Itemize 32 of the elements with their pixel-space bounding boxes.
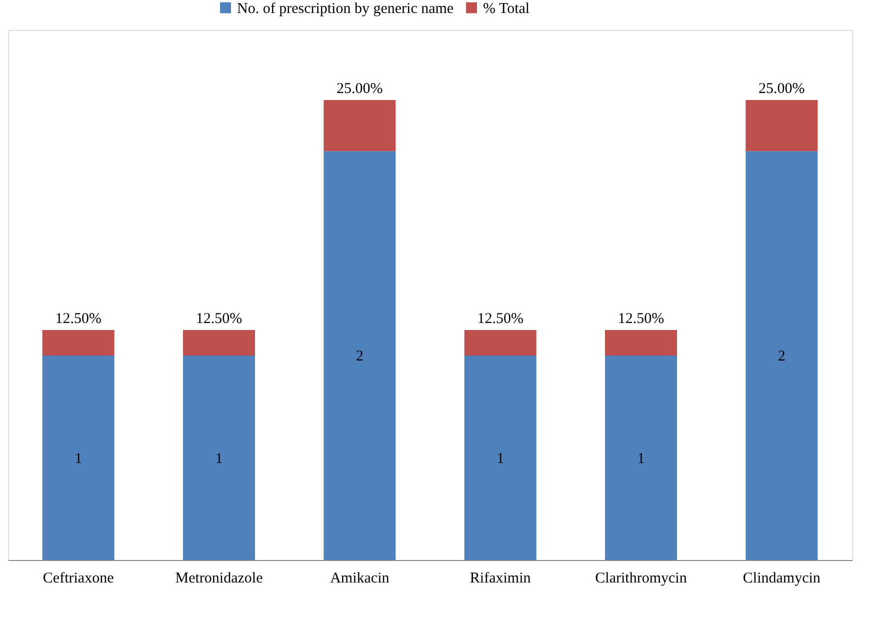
x-tick-label: Metronidazole — [175, 570, 264, 586]
data-label: 1 — [496, 450, 504, 467]
data-label: 1 — [215, 450, 223, 467]
bar — [464, 330, 536, 356]
legend-label: No. of prescription by generic name — [237, 0, 454, 17]
data-label: 1 — [637, 450, 645, 467]
data-label: 12.50% — [196, 311, 242, 327]
bar — [746, 100, 818, 152]
data-label: 25.00% — [336, 81, 383, 97]
bar — [324, 100, 396, 152]
bar — [605, 356, 677, 560]
bar — [42, 330, 114, 356]
bar — [42, 356, 114, 560]
legend-label: % Total — [483, 0, 530, 17]
bar — [324, 151, 396, 560]
x-tick-label: Amikacin — [330, 570, 390, 586]
data-label: 12.50% — [55, 311, 102, 327]
data-label: 12.50% — [477, 311, 524, 327]
data-label: 2 — [778, 348, 786, 365]
bar — [746, 151, 818, 560]
data-label: 2 — [356, 348, 364, 365]
x-tick-label: Clarithromycin — [595, 570, 688, 586]
data-label: 1 — [74, 450, 82, 467]
x-tick-label: Rifaximin — [470, 570, 532, 586]
bar — [464, 356, 536, 560]
data-label: 12.50% — [618, 311, 664, 327]
bar — [183, 330, 255, 356]
bar — [183, 356, 255, 560]
bar — [605, 330, 677, 356]
data-label: 25.00% — [758, 81, 805, 97]
x-tick-label: Clindamycin — [742, 570, 821, 586]
x-tick-label: Ceftriaxone — [42, 570, 114, 586]
